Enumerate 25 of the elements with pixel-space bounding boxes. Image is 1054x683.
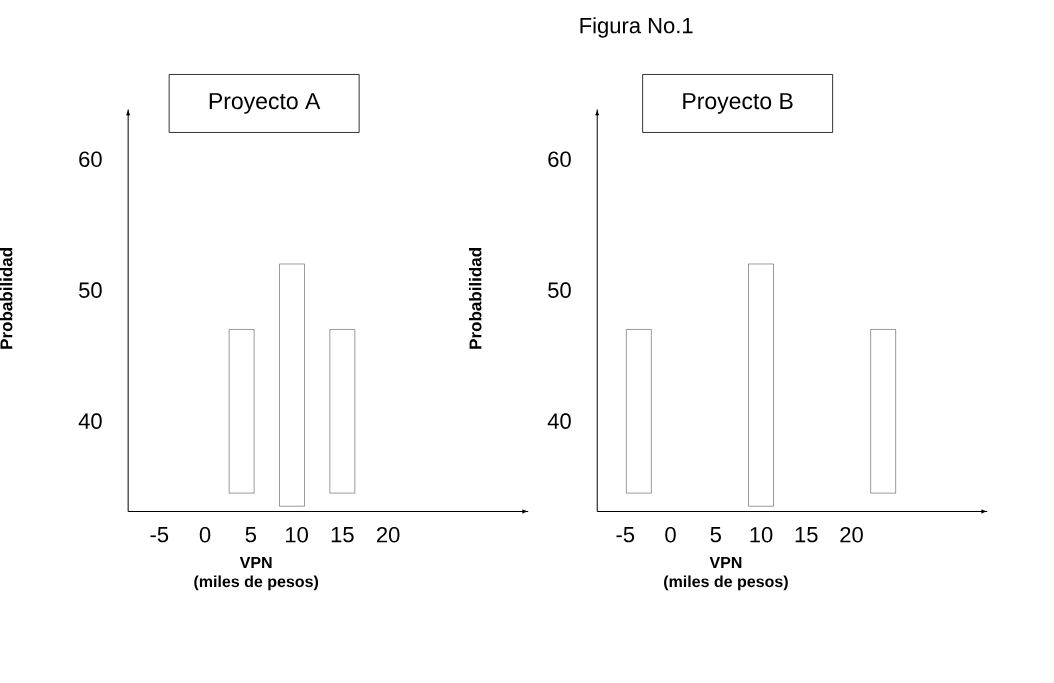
y-tick-label: 60 [548, 151, 571, 168]
x-axis-title: VPN (miles de pesos) [664, 556, 788, 591]
y-axis-title: Probabilidad [468, 248, 482, 349]
x-tick-label: -5 [150, 527, 169, 543]
text: Figura No.1 [580, 17, 693, 38]
y-tick-label: 40 [547, 413, 571, 429]
y-tick-label: 50 [548, 282, 571, 298]
x-tick-label: 10 [286, 526, 308, 543]
y-tick-label: 50 [79, 282, 102, 298]
x-tick-label: 5 [710, 527, 721, 543]
x-tick-label: 0 [665, 526, 676, 543]
x-tick-label: 15 [331, 527, 354, 543]
x-tick-label: 20 [840, 526, 863, 543]
x-tick-label: 0 [199, 526, 211, 543]
x-tick-label: 20 [376, 526, 400, 543]
y-tick-label: 60 [79, 151, 102, 168]
x-tick-label: 5 [245, 527, 256, 543]
y-tick-label: 40 [78, 413, 102, 429]
x-tick-label: 15 [795, 527, 818, 543]
x-tick-label: 10 [750, 526, 773, 543]
chart-title: Proyecto B [683, 93, 793, 114]
chart-title: Proyecto A [209, 93, 321, 114]
x-axis-title: VPN (miles de pesos) [194, 556, 319, 591]
x-tick-label: -5 [616, 527, 635, 543]
y-axis-title: Probabilidad [0, 248, 13, 349]
